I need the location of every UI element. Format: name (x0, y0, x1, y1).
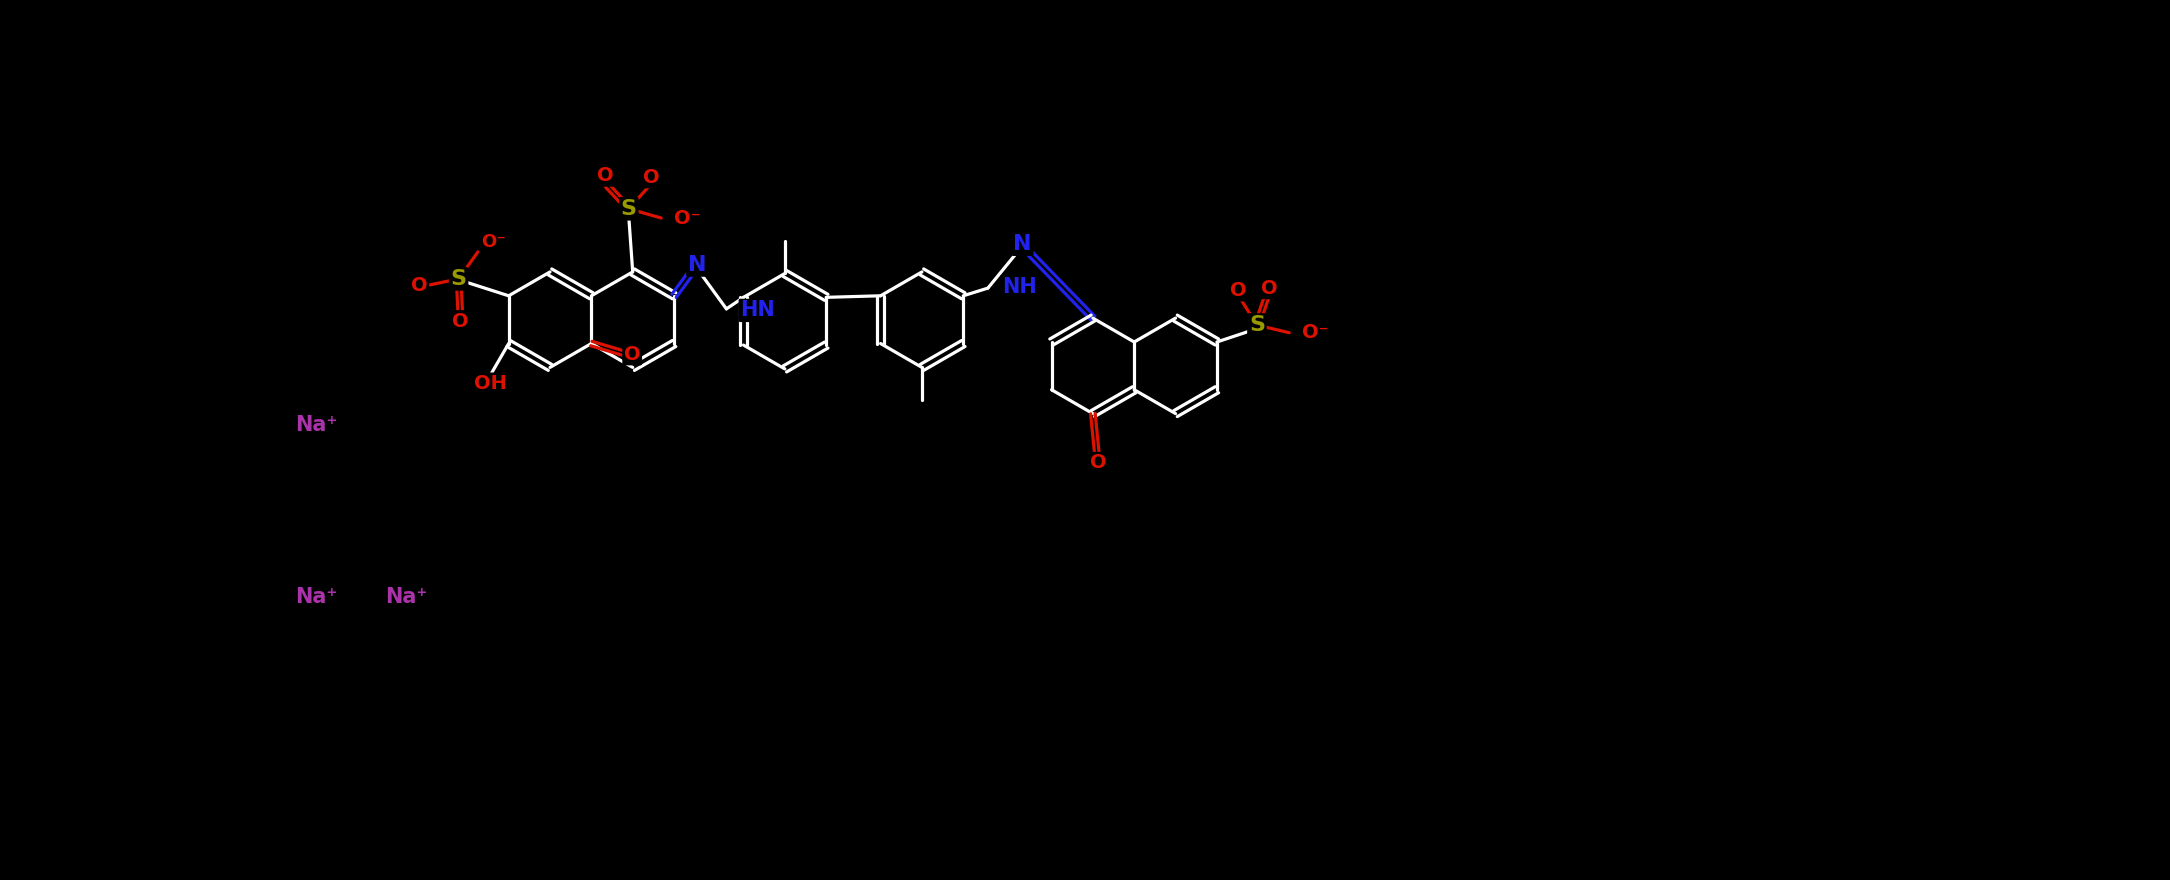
Text: Na⁺: Na⁺ (295, 415, 339, 435)
Text: NH: NH (1003, 276, 1037, 297)
Text: O: O (451, 312, 469, 331)
Text: O⁻: O⁻ (673, 209, 701, 228)
Text: Na⁺: Na⁺ (295, 587, 339, 607)
Text: Na⁺: Na⁺ (384, 587, 427, 607)
Text: S: S (621, 199, 636, 219)
Text: O: O (623, 345, 640, 363)
Text: O: O (1089, 453, 1107, 473)
Text: O: O (410, 275, 427, 295)
Text: N: N (1013, 234, 1031, 254)
Text: O: O (1261, 279, 1278, 297)
Text: O: O (597, 166, 614, 185)
Text: S: S (1250, 315, 1265, 335)
Text: OH: OH (473, 374, 506, 393)
Text: O⁻: O⁻ (482, 233, 506, 251)
Text: O: O (642, 168, 660, 187)
Text: O⁻: O⁻ (1302, 323, 1328, 342)
Text: HN: HN (740, 300, 775, 320)
Text: O: O (1230, 281, 1248, 300)
Text: N: N (688, 255, 707, 275)
Text: S: S (451, 269, 467, 289)
